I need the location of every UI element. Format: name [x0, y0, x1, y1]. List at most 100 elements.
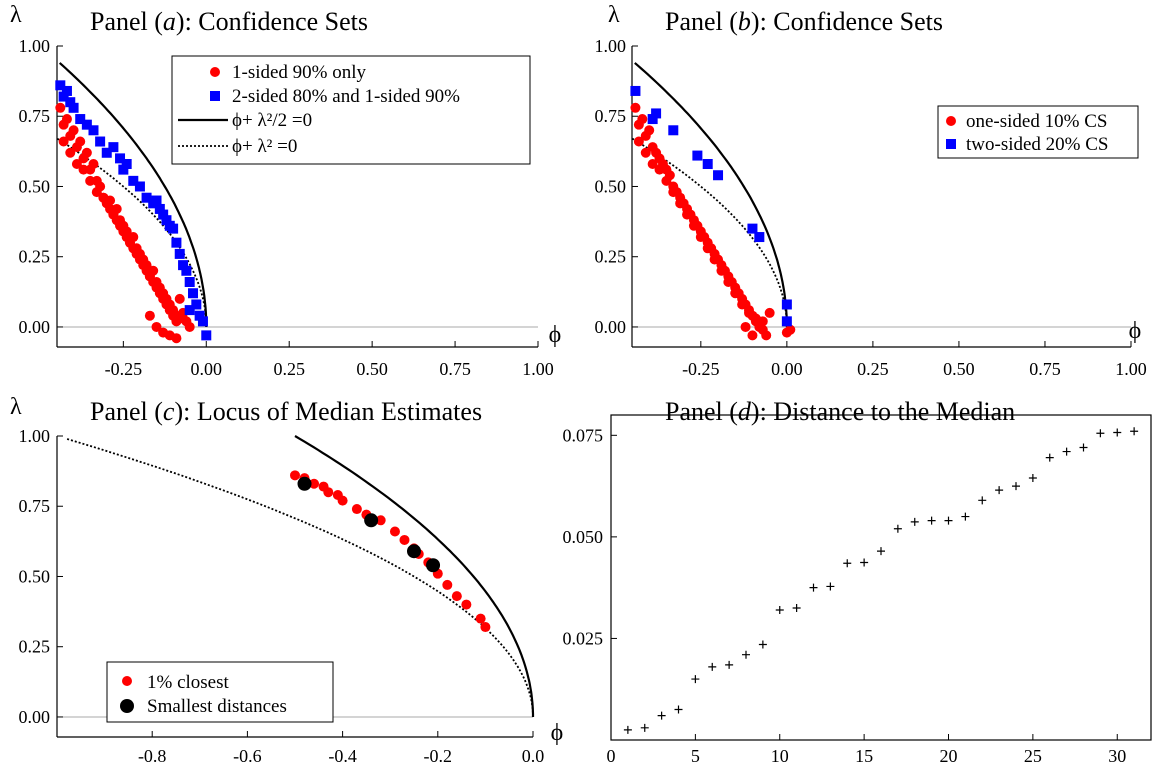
curve-half-lambda-sq [634, 62, 788, 328]
data-point [843, 559, 852, 568]
chart-title: Panel (a): Confidence Sets [90, 7, 368, 36]
title-suffix: ): Confidence Sets [751, 7, 943, 36]
data-point [151, 195, 162, 206]
data-point [637, 114, 648, 125]
data-point [134, 254, 145, 265]
data-point [995, 486, 1004, 495]
x-tick-label: -0.6 [233, 746, 262, 766]
title-letter: a [163, 7, 176, 36]
legend-box [106, 661, 334, 723]
data-point [197, 316, 208, 327]
legend-label: one-sided 10% CS [966, 111, 1107, 132]
data-point [164, 220, 175, 231]
data-point [1096, 429, 1105, 438]
data-point [695, 232, 706, 243]
y-axis-label: λ [608, 2, 620, 28]
data-point [174, 248, 185, 259]
y-tick-label: 0.50 [19, 176, 51, 196]
data-point [691, 675, 700, 684]
title-suffix: ): Confidence Sets [176, 7, 368, 36]
x-tick-label: 0.50 [943, 359, 975, 379]
data-point [742, 650, 750, 659]
data-point [61, 85, 72, 96]
data-point [692, 150, 703, 161]
data-point [389, 526, 400, 537]
data-point [154, 288, 165, 299]
data-point [647, 159, 658, 169]
data-point [68, 102, 79, 113]
legend-marker-red-circle [122, 676, 132, 686]
legend-label: 2-sided 80% and 1-sided 90% [232, 86, 460, 107]
data-point [194, 310, 205, 321]
x-tick-label: -0.8 [138, 746, 167, 766]
data-point [71, 159, 82, 169]
legend-label: ϕ+ λ² =0 [232, 136, 297, 157]
data-point [747, 330, 758, 341]
y-tick-label: 0.00 [19, 707, 51, 727]
data-point [399, 534, 410, 545]
y-tick-label: 1.00 [595, 36, 627, 56]
data-point [55, 80, 66, 91]
legend-marker-blue-square [210, 91, 220, 101]
data-point [1113, 428, 1122, 437]
data-point [809, 583, 818, 592]
y-tick-label: 1.00 [19, 426, 51, 446]
data-point [785, 324, 796, 335]
data-point [161, 299, 172, 310]
data-point [675, 198, 686, 209]
x-tick-label: 0.00 [771, 359, 803, 379]
data-point [757, 316, 768, 327]
data-point [426, 558, 441, 573]
data-point [623, 725, 632, 734]
data-point [168, 310, 179, 321]
y-axis-label: λ [10, 394, 22, 420]
data-point [860, 558, 869, 567]
data-point [461, 599, 472, 610]
legend-marker-black-circle [120, 699, 134, 713]
data-point [108, 142, 119, 153]
title-letter: c [163, 397, 175, 426]
data-point [118, 164, 129, 175]
data-point [877, 547, 885, 556]
panel-b: Panel (b): Confidence Sets λ ϕ -0.25 0.00 0.2… [595, 2, 1147, 379]
data-point [927, 516, 936, 525]
legend-label: Smallest distances [147, 696, 287, 717]
data-point [337, 495, 348, 506]
x-tick-label: 5 [691, 746, 700, 766]
data-point [708, 662, 717, 671]
data-point [128, 175, 139, 186]
data-point [351, 504, 362, 515]
data-point [640, 723, 649, 732]
x-tick-label: 0 [607, 746, 616, 766]
data-point [688, 220, 699, 231]
data-point [651, 108, 662, 119]
title-letter: b [738, 7, 751, 36]
y-tick-label: 0.25 [595, 247, 627, 267]
x-axis-label: ϕ [549, 322, 562, 348]
data-point [78, 164, 89, 175]
data-point [661, 175, 672, 186]
data-point [1062, 447, 1071, 456]
data-point [68, 125, 79, 136]
data-point [1079, 443, 1088, 452]
data-point [910, 517, 919, 526]
data-point [702, 243, 713, 254]
data-point [442, 579, 453, 590]
data-point [144, 310, 155, 321]
data-point [761, 330, 772, 341]
x-tick-label: 0.00 [191, 359, 223, 379]
data-point [148, 277, 159, 287]
data-point [174, 293, 185, 304]
data-point [1012, 482, 1020, 491]
data-point [309, 478, 320, 489]
x-tick-label: -0.25 [682, 359, 720, 379]
data-point [154, 203, 165, 214]
data-point [961, 512, 970, 521]
data-point [184, 321, 195, 332]
data-point [158, 209, 169, 220]
y-tick-label: 0.25 [19, 247, 51, 267]
title-suffix: ): Distance to the Median [751, 397, 1015, 426]
data-point [121, 232, 132, 243]
legend: 1-sided 90% only 2-sided 80% and 1-sided … [171, 55, 531, 165]
